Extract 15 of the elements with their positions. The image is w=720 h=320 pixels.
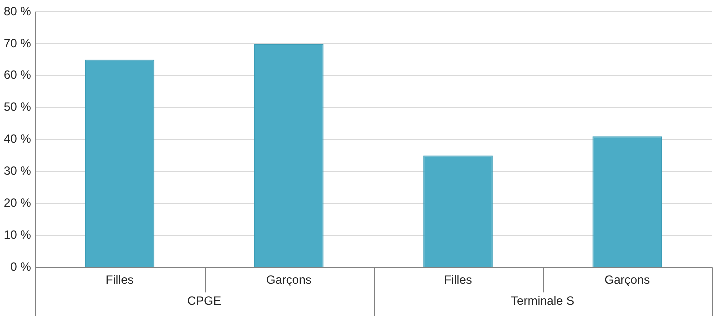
y-tick-label: 40 % [4, 132, 32, 146]
y-tick-label: 70 % [4, 36, 32, 50]
y-tick-label: 20 % [4, 196, 32, 210]
x-tick-label: Filles [106, 273, 134, 288]
x-tick-label: Garçons [604, 273, 650, 288]
y-tick-label: 10 % [4, 228, 32, 242]
y-tick-label: 30 % [4, 164, 32, 178]
x-tick-label: Garçons [266, 273, 312, 288]
y-tick-label: 80 % [4, 4, 32, 18]
text: CPGE [188, 294, 222, 308]
text: Terminale S [511, 294, 575, 308]
y-tick-label: 0 % [10, 260, 32, 274]
y-tick-label: 60 % [4, 68, 32, 82]
y-tick-label: 50 % [4, 100, 32, 114]
x-tick-label: Filles [444, 273, 472, 288]
